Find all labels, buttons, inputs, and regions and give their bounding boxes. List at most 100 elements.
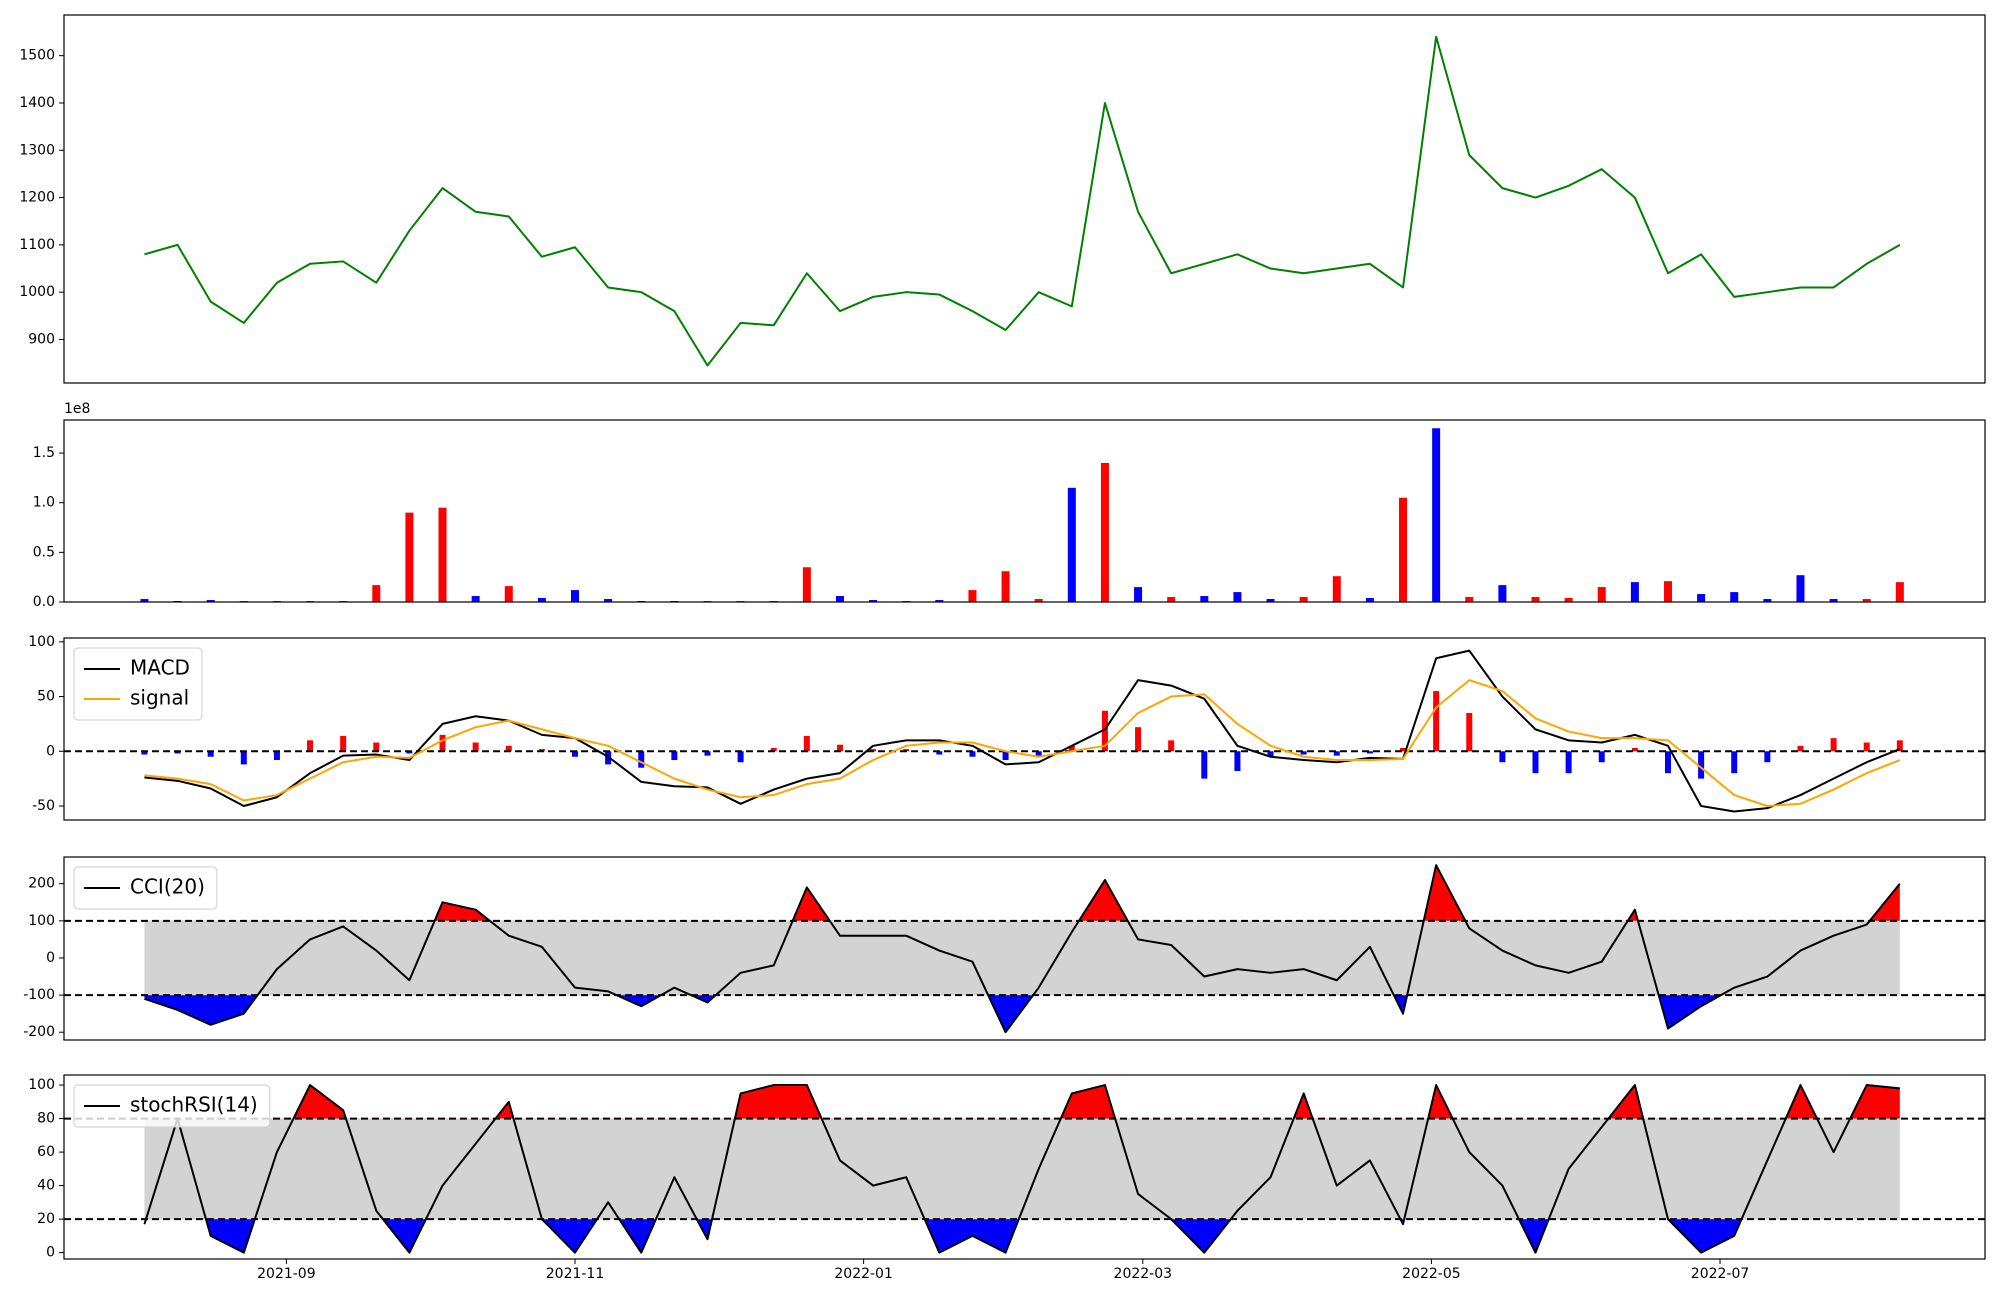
volume-bar [835,596,844,602]
y-tick-label: 1.0 [33,495,55,511]
legend-label: signal [130,686,189,710]
histogram-bar [1863,742,1870,752]
panel [64,864,1985,1034]
below-fill [144,1219,1900,1253]
histogram-bar [1598,751,1605,763]
y-tick-label: 1.5 [33,445,55,461]
histogram-bar [207,751,214,757]
volume-bar [869,600,878,602]
volume-bar [1034,599,1043,602]
histogram-bar [1698,751,1705,779]
histogram-bar [472,742,479,752]
volume-bar [1399,497,1408,602]
histogram-bar [340,735,347,752]
volume-bar [438,507,447,602]
histogram-bar [1400,747,1407,752]
histogram-bar [903,749,910,752]
legend-label: MACD [130,656,190,680]
histogram-bar [1267,751,1274,757]
histogram-bar [671,751,678,761]
histogram-bar [1764,751,1771,763]
volume-bar [504,586,513,602]
legend-box [73,647,203,721]
y-tick-label: 100 [28,1077,55,1093]
histogram-bar [1499,751,1506,763]
y-tick-label: 100 [28,913,55,929]
series-line [144,35,1901,367]
histogram-bar [1234,751,1241,771]
y-tick-label: 1500 [19,48,55,64]
y-tick-label: 0.0 [33,594,55,610]
volume-bar [1796,575,1805,602]
histogram-bar [1565,751,1572,774]
x-tick-label: 2022-07 [1691,1266,1750,1282]
volume-bar [1730,592,1739,602]
y-tick-label: 200 [28,876,55,892]
y-tick-label: 80 [37,1111,55,1127]
volume-bar [968,590,977,602]
histogram-bar [836,744,843,752]
volume-bar [604,599,613,602]
axes-frame [63,14,1986,384]
volume-bar [1100,462,1109,602]
volume-bar [1663,581,1672,602]
axes-frame [63,856,1986,1041]
y-tick-label: 60 [37,1144,55,1160]
volume-bar [405,512,414,602]
series-line [143,1084,1900,1254]
neutral-band [144,920,1900,996]
volume-bar [935,600,944,602]
histogram-bar [373,742,380,752]
y-tick-label: 1000 [19,284,55,300]
volume-bar [1432,428,1441,602]
x-tick-label: 2021-11 [546,1266,605,1282]
volume-bar [1763,599,1772,602]
series-line [144,864,1901,1034]
below-fill [144,995,1900,1033]
volume-bar [1630,582,1639,602]
y-tick-label: 0.5 [33,544,55,560]
panel [140,428,1904,602]
y-tick-label: 1300 [19,142,55,158]
legend: stochRSI(14) [73,1084,271,1128]
histogram-bar [572,751,579,757]
axes-frame [63,637,1986,821]
volume-bar [471,596,480,602]
series-line [144,649,1901,813]
histogram-bar [439,734,446,752]
x-tick-label: 2022-05 [1402,1266,1461,1282]
neutral-band [144,1118,1900,1220]
volume-bar [537,598,546,602]
y-tick-label: -200 [23,1024,55,1040]
volume-bar [1233,592,1242,602]
x-tick-label: 2022-01 [834,1266,893,1282]
histogram-bar [141,751,148,755]
y-tick-label: 100 [28,634,55,650]
histogram-bar [1135,727,1142,752]
x-tick-label: 2021-09 [257,1266,316,1282]
volume-bar [802,567,811,602]
volume-bar [1829,599,1838,602]
axis-offset-label: 1e8 [64,401,90,417]
histogram-bar [1731,751,1738,774]
panel [64,1084,1985,1254]
histogram-bar [505,745,512,752]
histogram-bar [1101,710,1108,752]
histogram-bar [406,751,413,754]
y-tick-label: 20 [37,1211,55,1227]
panel [64,649,1985,813]
y-tick-label: 40 [37,1178,55,1194]
legend: MACD signal [73,647,203,721]
histogram-bar [1035,751,1042,756]
histogram-bar [1466,712,1473,752]
volume-bar [1564,598,1573,602]
volume-bar [1531,597,1540,602]
volume-bar [1465,597,1474,602]
histogram-bar [936,751,943,755]
histogram-bar [1631,747,1638,752]
y-tick-label: 1200 [19,190,55,206]
histogram-bar [240,751,247,765]
volume-bar [1067,487,1076,602]
histogram-bar [307,740,314,752]
